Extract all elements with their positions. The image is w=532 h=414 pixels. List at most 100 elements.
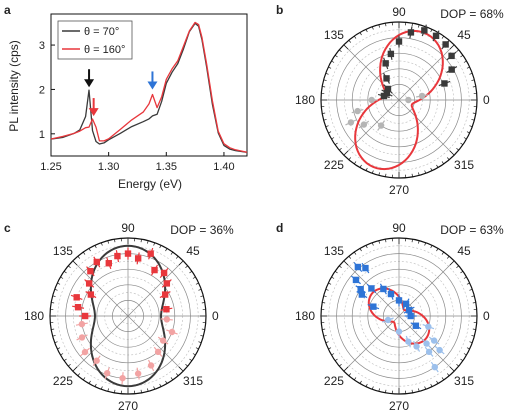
polar-data-point	[395, 328, 403, 335]
polar-tick	[147, 388, 149, 392]
polar-data-point	[147, 250, 154, 257]
polar-tick	[170, 251, 174, 255]
polar-data-point	[147, 362, 155, 369]
polar-tick	[441, 35, 445, 39]
polar-tick	[469, 288, 473, 291]
polar-tick	[359, 380, 362, 384]
series-line-red	[50, 21, 248, 153]
polar-data-point	[93, 357, 100, 364]
polar-tick	[54, 288, 58, 291]
polar-tick	[466, 131, 470, 134]
polar-tick	[68, 363, 71, 367]
polar-tick	[325, 288, 329, 291]
polar-tick	[471, 295, 475, 297]
polar-tick	[100, 386, 103, 390]
polar-tick	[463, 276, 467, 279]
polar-tick	[195, 282, 199, 285]
polar-data-point	[423, 340, 430, 347]
arrow-blue-head	[147, 81, 158, 90]
polar-tick	[456, 265, 459, 269]
polar-tick	[328, 131, 332, 134]
polar-data-point	[134, 255, 142, 262]
polar-tick	[353, 251, 357, 255]
polar-tick	[436, 380, 439, 384]
polar-angle-label-225: 225	[324, 374, 344, 388]
polar-tick	[52, 295, 56, 297]
polar-data-point	[87, 291, 95, 298]
polar-tick	[348, 373, 352, 376]
polar-tick	[322, 328, 326, 330]
polar-angle-label-225: 225	[53, 374, 73, 388]
polar-data-point	[442, 41, 449, 48]
polar-tick	[339, 265, 342, 269]
polar-tick	[325, 341, 329, 344]
polar-tick	[334, 358, 338, 362]
polar-tick	[328, 66, 332, 69]
polar-tick	[371, 386, 374, 390]
polar-tick	[430, 245, 433, 249]
polar-data-point	[78, 320, 86, 328]
polar-data-point	[368, 285, 375, 292]
polar-tick	[114, 389, 116, 393]
polar-tick	[441, 251, 445, 255]
polar-tick	[449, 44, 455, 50]
panel-a-letter: a	[4, 3, 11, 17]
polar-angle-label-135: 135	[324, 244, 344, 258]
polar-tick	[343, 366, 349, 372]
polar-tick	[195, 347, 199, 350]
polar-tick	[353, 377, 357, 381]
polar-tick	[322, 86, 326, 88]
y-tick-label: 1	[39, 129, 45, 141]
polar-tick	[100, 242, 103, 246]
polar-data-point	[168, 328, 176, 336]
polar-data-point	[114, 252, 121, 260]
polar-angle-label-270: 270	[389, 183, 409, 197]
polar-tick	[94, 383, 97, 387]
polar-spoke	[398, 99, 455, 156]
polar-data-point	[362, 264, 369, 272]
polar-data-point	[159, 337, 167, 344]
polar-tick	[456, 363, 459, 367]
polar-tick	[334, 142, 338, 146]
polar-tick	[107, 240, 109, 244]
polar-tick	[385, 23, 387, 27]
polar-tick	[201, 328, 205, 330]
polar-angle-label-180: 180	[295, 93, 315, 107]
polar-tick	[331, 137, 335, 140]
polar-data-point	[383, 75, 390, 82]
polar-data-point	[160, 269, 168, 277]
polar-tick	[430, 167, 433, 171]
polar-data-point	[405, 306, 413, 314]
polar-data-point	[368, 96, 375, 104]
polar-tick	[430, 29, 433, 33]
polar-tick	[472, 328, 476, 330]
panel-a-ticks: 1.25 1.30 1.35 1.40 1 2 3	[39, 40, 235, 173]
polar-data-point	[384, 85, 392, 93]
polar-data-point	[151, 266, 158, 274]
polar-data-point	[413, 343, 420, 350]
polar-tick	[323, 295, 327, 297]
polar-angle-label-45: 45	[457, 244, 471, 258]
polar-tick	[331, 276, 335, 279]
polar-tick	[82, 377, 86, 381]
polar-spoke	[72, 260, 129, 317]
polar-data-point	[163, 306, 170, 313]
polar-tick	[460, 358, 464, 362]
polar-tick	[411, 23, 413, 27]
legend-label-red: θ = 160°	[84, 44, 125, 56]
polar-tick	[334, 270, 338, 274]
y-tick-label: 2	[39, 84, 45, 96]
polar-data-point	[382, 60, 389, 67]
polar-tick	[449, 150, 455, 156]
polar-tick	[472, 112, 476, 114]
polar-tick	[418, 172, 420, 176]
polar-tick	[323, 79, 327, 81]
polar-tick	[385, 239, 387, 243]
polar-data-point	[377, 122, 385, 129]
polar-tick	[436, 164, 439, 168]
polar-tick	[472, 302, 476, 304]
polar-data-point	[387, 290, 395, 298]
polar-data-point	[163, 316, 171, 323]
polar-data-point	[347, 119, 355, 126]
